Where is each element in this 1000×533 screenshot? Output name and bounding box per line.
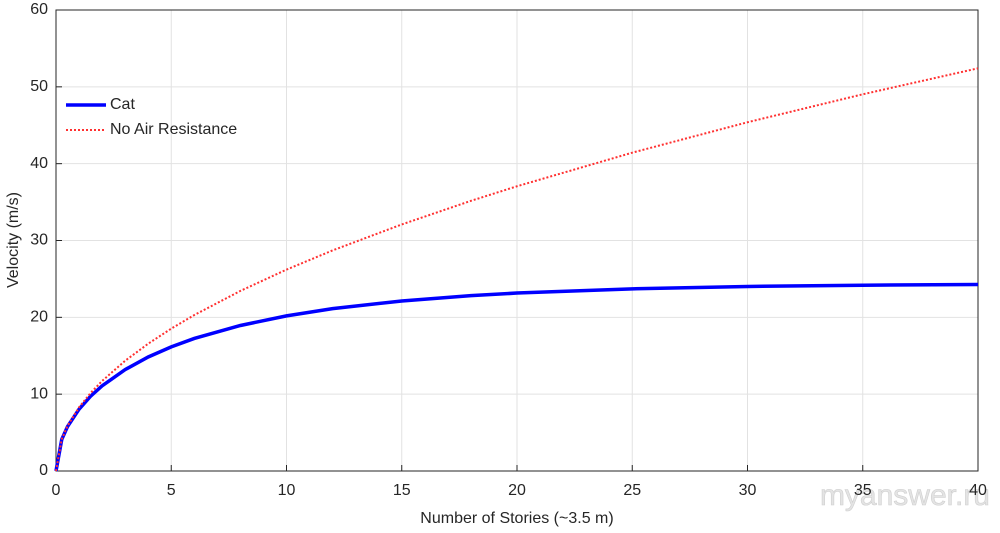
x-tick-label: 25 — [623, 482, 641, 499]
x-axis-label: Number of Stories (~3.5 m) — [420, 510, 613, 527]
legend-label: Cat — [110, 96, 135, 113]
y-tick-label: 0 — [39, 462, 48, 479]
x-tick-label: 40 — [969, 482, 987, 499]
y-tick-label: 50 — [30, 78, 48, 95]
x-tick-label: 35 — [854, 482, 872, 499]
x-tick-label: 5 — [167, 482, 176, 499]
y-tick-label: 60 — [30, 1, 48, 18]
legend-label: No Air Resistance — [110, 121, 237, 138]
line-series — [54, 282, 979, 472]
y-tick-label: 30 — [30, 232, 48, 249]
watermark: myanswer.ru — [820, 479, 990, 512]
y-tick-label: 10 — [30, 385, 48, 402]
x-tick-label: 30 — [739, 482, 757, 499]
y-tick-label: 40 — [30, 155, 48, 172]
x-tick-label: 0 — [52, 482, 61, 499]
plot-frame — [55, 9, 979, 472]
x-tick-label: 15 — [393, 482, 411, 499]
y-axis-label: Velocity (m/s) — [5, 192, 22, 288]
x-tick-label: 20 — [508, 482, 526, 499]
line-series — [55, 67, 979, 472]
y-tick-label: 20 — [30, 309, 48, 326]
x-tick-label: 10 — [278, 482, 296, 499]
